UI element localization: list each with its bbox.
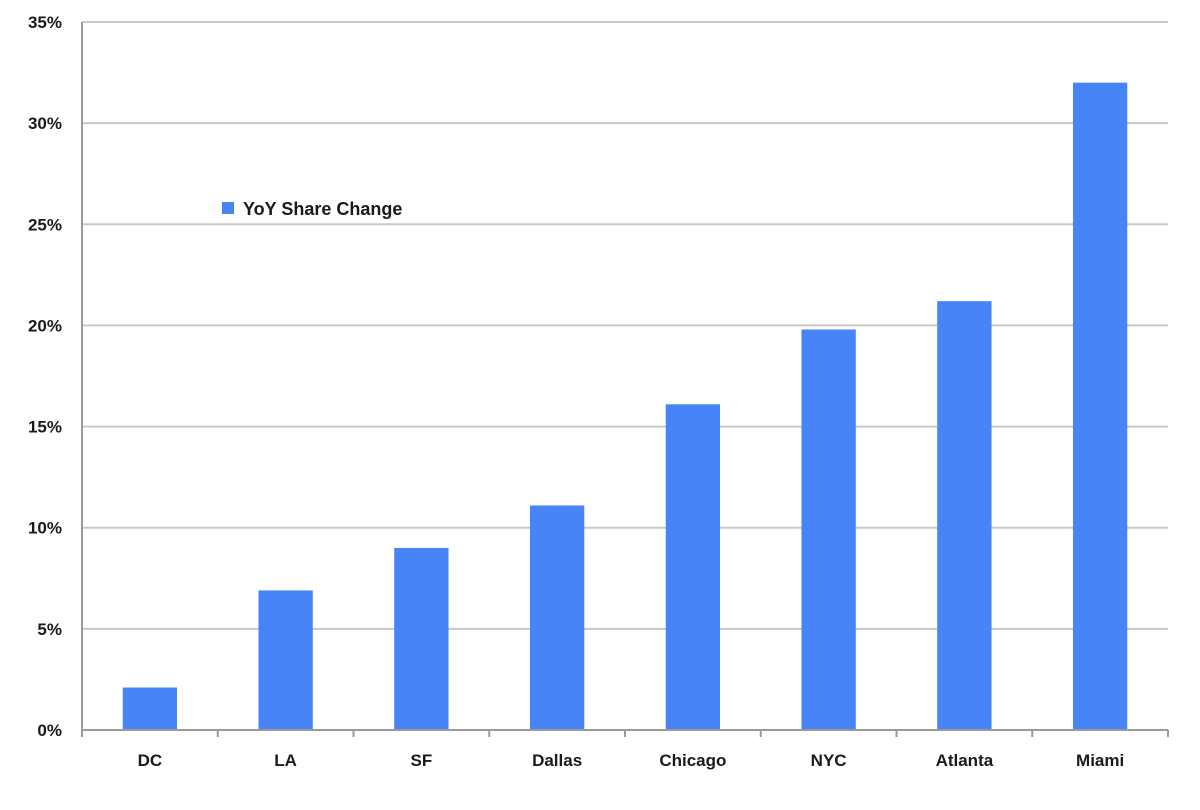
y-tick-label: 5%: [37, 620, 62, 639]
legend: YoY Share Change: [222, 199, 402, 219]
y-tick-label: 30%: [28, 114, 62, 133]
y-tick-label: 0%: [37, 721, 62, 740]
y-tick-label: 35%: [28, 13, 62, 32]
x-tick-label: Atlanta: [936, 751, 994, 770]
bar: [1072, 82, 1128, 730]
x-tick-label: Miami: [1076, 751, 1124, 770]
x-tick-label: Chicago: [659, 751, 726, 770]
bar: [122, 687, 178, 730]
x-axis-tick-labels: DC LA SF Dallas Chicago NYC Atlanta Miami: [138, 751, 1125, 770]
bar: [937, 301, 992, 730]
gridlines: [82, 21, 1168, 630]
bar: [258, 590, 313, 730]
bars: [122, 82, 1128, 730]
legend-label: YoY Share Change: [243, 199, 402, 219]
bar: [394, 547, 449, 730]
y-tick-label: 10%: [28, 519, 62, 538]
x-tick-label: DC: [138, 751, 163, 770]
x-tick-label: LA: [274, 751, 297, 770]
x-tick-label: Dallas: [532, 751, 582, 770]
x-tick-label: NYC: [811, 751, 847, 770]
legend-swatch: [222, 202, 234, 214]
bar: [801, 329, 856, 730]
bar: [529, 505, 585, 730]
y-tick-label: 20%: [28, 316, 62, 335]
y-tick-label: 15%: [28, 418, 62, 437]
x-tick-label: SF: [411, 751, 433, 770]
y-axis-tick-labels: 0% 5% 10% 15% 20% 25% 30% 35%: [28, 13, 62, 740]
y-tick-label: 25%: [28, 215, 62, 234]
axes: [81, 22, 1169, 737]
bar: [665, 404, 721, 730]
